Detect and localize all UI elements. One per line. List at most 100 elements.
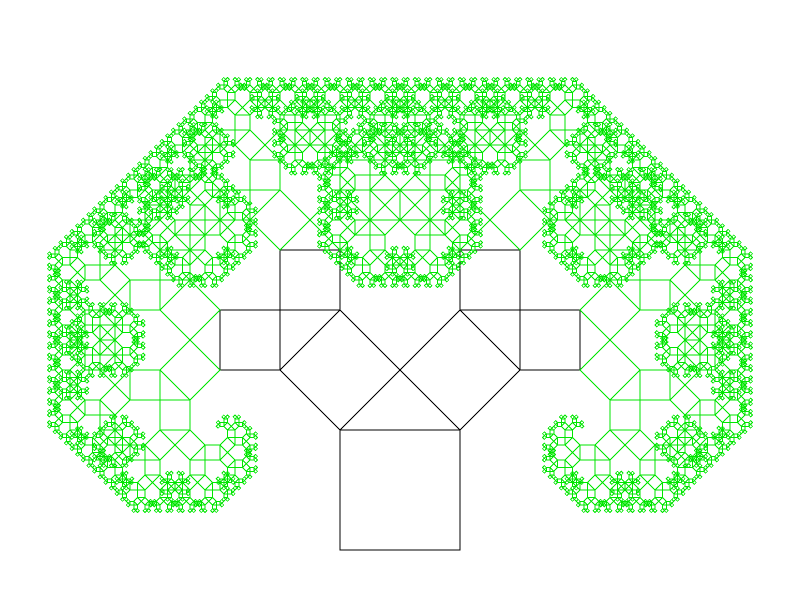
tree-square [545,108,551,114]
tree-square [56,361,62,367]
tree-square [140,239,146,246]
tree-square [427,133,433,139]
tree-square [658,194,664,201]
tree-square [56,268,62,274]
tree-square [575,172,581,178]
tree-square [50,309,56,315]
tree-square [181,119,187,126]
tree-square [643,152,648,157]
tree-square [671,470,677,476]
tree-square [412,170,418,176]
tree-square [62,298,67,303]
tree-square [269,88,276,94]
tree-square [376,82,382,88]
tree-square [646,230,656,240]
tree-square [209,283,216,289]
tree-square [545,104,551,111]
tree-square [444,277,450,283]
tree-square [403,125,408,131]
tree-square [347,110,352,116]
tree-square [129,479,135,486]
tree-square [219,84,225,90]
tree-square [624,273,630,279]
tree-square [549,208,559,217]
tree-square [378,121,384,127]
tree-square [401,99,407,105]
tree-square [339,254,345,261]
tree-square [209,88,216,94]
tree-square [326,204,332,210]
tree-square [628,504,633,510]
tree-square [223,268,228,273]
tree-square [437,110,442,116]
tree-square [541,232,547,238]
tree-square [748,307,754,313]
tree-square [287,163,292,168]
tree-square [119,211,126,217]
tree-square [629,178,636,184]
tree-square [348,271,354,277]
tree-square [215,198,221,204]
tree-square [54,253,64,262]
tree-square [361,131,367,137]
tree-square [339,226,356,244]
tree-square [673,421,682,431]
tree-square [688,363,694,369]
tree-square [506,170,512,176]
tree-square [208,174,217,184]
tree-square [380,84,390,94]
tree-square [230,479,236,486]
tree-square [584,88,591,94]
tree-square [609,198,615,204]
tree-square [744,253,750,258]
tree-square [153,508,159,514]
tree-square [601,131,607,137]
tree-square [410,262,416,268]
tree-square [97,223,103,229]
tree-square [152,234,161,243]
tree-square [50,388,56,393]
tree-square [519,118,525,123]
tree-square [204,108,210,114]
tree-square [682,189,688,195]
tree-square [569,245,576,251]
tree-square [114,491,120,497]
tree-square [699,354,708,363]
tree-square [69,318,75,324]
tree-square [674,178,681,184]
tree-square [168,260,174,266]
tree-square [626,166,632,172]
tree-square [52,268,58,274]
tree-square [569,260,576,266]
tree-square [691,230,701,240]
tree-square [718,227,723,232]
tree-square [703,434,709,441]
tree-square [223,84,232,94]
tree-square [114,183,120,189]
tree-square [446,159,452,165]
tree-square [607,110,613,116]
tree-square [541,209,547,216]
tree-square [483,114,489,120]
tree-square [136,243,142,249]
tree-square [658,187,664,193]
tree-square [736,296,742,302]
tree-square [347,80,352,86]
tree-square [46,412,52,418]
tree-square [659,508,666,514]
tree-square [74,249,81,255]
tree-square [613,489,618,495]
tree-square [511,148,521,157]
tree-square [697,451,703,457]
tree-square [569,133,576,139]
tree-square [748,311,754,317]
tree-square [236,414,242,420]
tree-square [108,485,114,491]
tree-square [440,149,446,156]
tree-square [691,440,701,450]
tree-square [549,433,559,442]
tree-square [200,125,206,131]
tree-square [67,305,73,311]
tree-square [665,198,671,204]
tree-square [661,433,671,442]
